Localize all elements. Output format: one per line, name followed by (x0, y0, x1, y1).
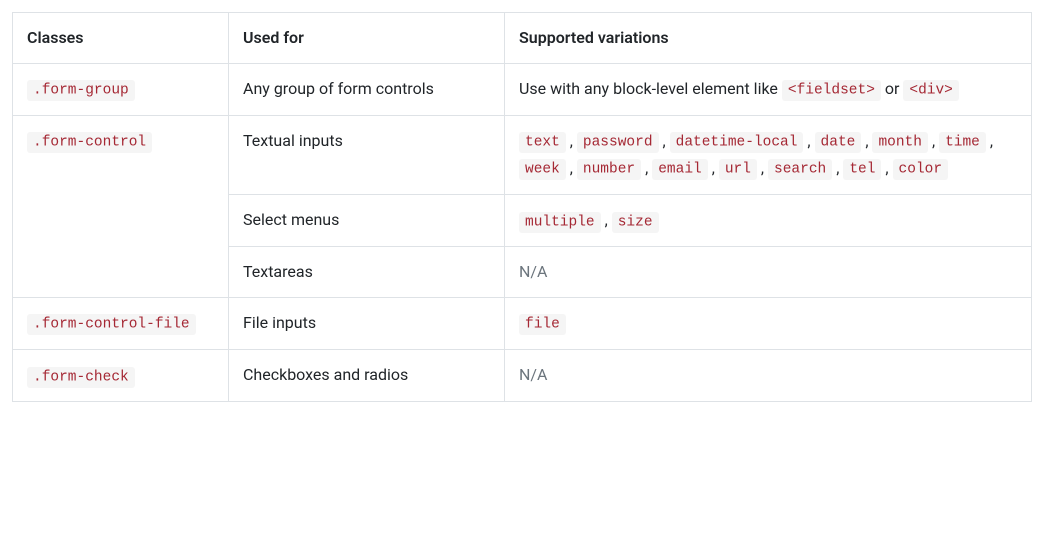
cell-class: .form-group (13, 63, 229, 115)
cell-class: .form-check (13, 350, 229, 402)
code-token: file (519, 314, 566, 335)
cell-class: .form-control (13, 115, 229, 297)
code-token: tel (843, 159, 881, 180)
code-token: text (519, 132, 566, 153)
cell-usedfor: Checkboxes and radios (229, 350, 505, 402)
cell-usedfor: Any group of form controls (229, 63, 505, 115)
code-token: week (519, 159, 566, 180)
code-token: size (612, 212, 659, 233)
form-classes-table: Classes Used for Supported variations .f… (12, 12, 1032, 402)
cell-class: .form-control-file (13, 297, 229, 349)
table-row: .form-control-file File inputs file (13, 297, 1032, 349)
code-token: url (719, 159, 757, 180)
na-text: N/A (519, 365, 547, 384)
column-header-classes: Classes (13, 13, 229, 64)
cell-usedfor: Textual inputs (229, 115, 505, 194)
na-text: N/A (519, 262, 547, 281)
cell-variations: Use with any block-level element like <f… (505, 63, 1032, 115)
code-token: datetime-local (670, 132, 804, 153)
variation-joiner: or (885, 79, 904, 98)
cell-usedfor: Textareas (229, 247, 505, 298)
table-row: .form-check Checkboxes and radios N/A (13, 350, 1032, 402)
code-token: date (815, 132, 862, 153)
variation-text: Use with any block-level element like (519, 79, 782, 98)
cell-variations: file (505, 297, 1032, 349)
code-token: <div> (903, 80, 959, 101)
code-class: .form-check (27, 367, 135, 388)
code-token: month (872, 132, 928, 153)
table-row: .form-group Any group of form controls U… (13, 63, 1032, 115)
code-token: time (939, 132, 986, 153)
column-header-variations: Supported variations (505, 13, 1032, 64)
code-token: number (577, 159, 641, 180)
code-class: .form-control (27, 132, 152, 153)
column-header-usedfor: Used for (229, 13, 505, 64)
cell-variations: N/A (505, 350, 1032, 402)
code-token: color (893, 159, 949, 180)
code-class: .form-group (27, 80, 135, 101)
cell-variations: N/A (505, 247, 1032, 298)
code-token: multiple (519, 212, 601, 233)
code-token: search (768, 159, 832, 180)
cell-usedfor: File inputs (229, 297, 505, 349)
table-header-row: Classes Used for Supported variations (13, 13, 1032, 64)
code-token: <fieldset> (782, 80, 881, 101)
code-token: email (652, 159, 708, 180)
cell-variations: text , password , datetime-local , date … (505, 115, 1032, 194)
cell-usedfor: Select menus (229, 195, 505, 247)
cell-variations: multiple , size (505, 195, 1032, 247)
code-class: .form-control-file (27, 314, 196, 335)
code-token: password (577, 132, 659, 153)
table-row: .form-control Textual inputs text , pass… (13, 115, 1032, 194)
